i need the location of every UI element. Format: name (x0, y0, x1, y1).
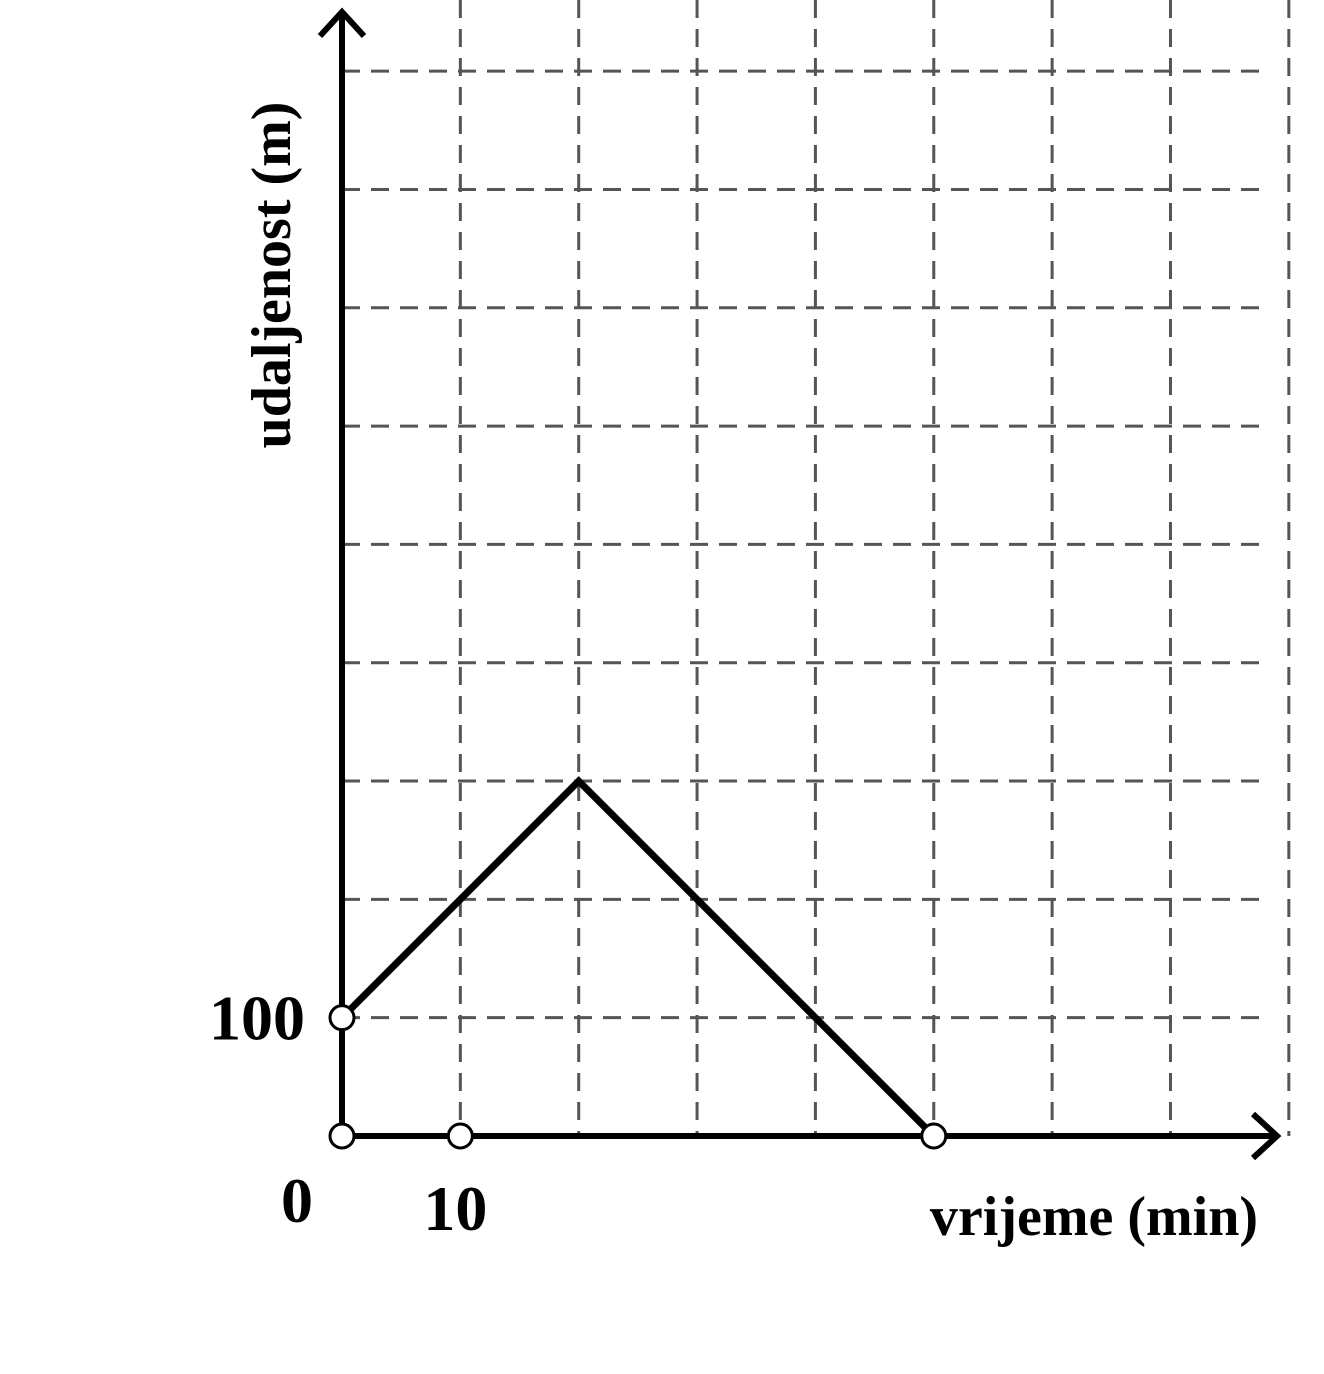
x-tick-label: 0 (281, 1165, 313, 1236)
point-marker (328, 1004, 356, 1032)
point-marker (920, 1122, 948, 1150)
y-tick-label: 100 (209, 983, 305, 1054)
x-axis-label: vrijeme (min) (930, 1186, 1258, 1248)
point-marker (328, 1122, 356, 1150)
x-tick-label: 10 (423, 1173, 487, 1244)
data-line (339, 776, 937, 1139)
y-axis-arrow (317, 7, 367, 39)
y-axis-label: udaljenost (m) (241, 102, 303, 449)
point-marker (446, 1122, 474, 1150)
x-axis-arrow (1250, 1111, 1282, 1161)
